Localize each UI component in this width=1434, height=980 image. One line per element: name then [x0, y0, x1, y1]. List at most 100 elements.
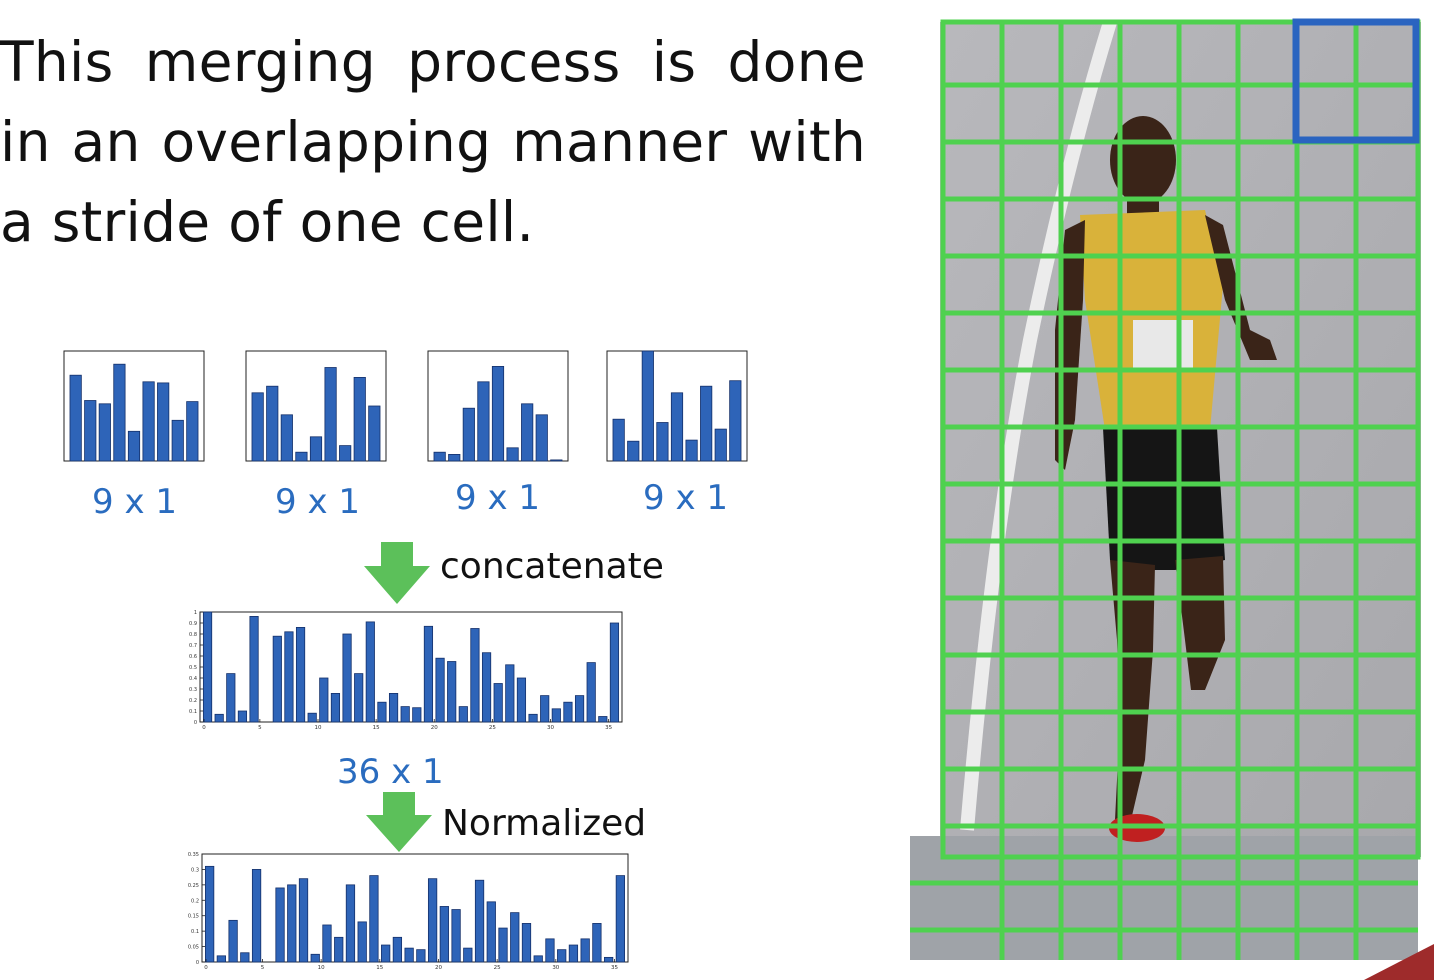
y-tick-label: 0.2	[189, 698, 197, 704]
bar	[157, 382, 170, 462]
bar	[451, 909, 461, 963]
bar	[550, 459, 563, 462]
bar	[400, 706, 410, 723]
x-tick-label: 0	[202, 725, 206, 731]
bar	[240, 952, 250, 963]
bar	[423, 625, 434, 723]
y-tick-label: 0.3	[191, 867, 199, 873]
bar	[266, 385, 279, 462]
bar	[142, 381, 155, 462]
y-tick-label: 0.4	[189, 676, 197, 682]
bar	[345, 884, 356, 963]
bar	[84, 400, 97, 462]
y-tick-label: 0.15	[188, 914, 199, 920]
bar	[310, 953, 320, 963]
y-tick-label: 0.2	[191, 898, 199, 904]
bar	[700, 385, 713, 462]
bar	[416, 949, 426, 963]
y-tick-label: 0	[196, 960, 199, 966]
block-highlight	[1292, 18, 1420, 144]
bar	[205, 865, 215, 963]
bar	[714, 428, 727, 462]
bar	[226, 673, 236, 723]
bar	[604, 956, 614, 963]
bar	[528, 713, 538, 723]
x-tick-label: 5	[258, 725, 262, 731]
bar	[127, 430, 141, 462]
bar	[334, 936, 344, 963]
bar	[295, 451, 308, 462]
y-tick-label: 0.25	[188, 883, 199, 889]
bar	[202, 611, 213, 723]
bar	[540, 695, 550, 723]
bar	[381, 944, 391, 963]
x-tick-label: 25	[489, 725, 496, 731]
lane-line	[960, 19, 1117, 831]
bar	[521, 403, 534, 462]
y-tick-label: 0.3	[189, 687, 197, 693]
bar	[685, 439, 698, 462]
bar	[427, 878, 438, 963]
bar	[433, 451, 446, 462]
bar	[535, 414, 548, 462]
concatenate-label: concatenate	[440, 546, 664, 587]
bar	[627, 440, 640, 462]
x-tick-label: 25	[494, 965, 501, 971]
bar	[510, 912, 520, 963]
bar	[491, 365, 505, 462]
bar	[463, 947, 473, 963]
bar	[113, 363, 126, 462]
bar	[251, 392, 264, 462]
bar	[586, 662, 596, 723]
normalized-histogram: 0 0.05 0.1 0.15 0.2 0.25 0.3 0.35 0 5 10 15 20 25 30 35	[188, 852, 629, 971]
bar	[365, 621, 375, 723]
bar	[392, 936, 403, 963]
hog-cell-grid	[910, 19, 1421, 960]
normalized-arrow-icon	[366, 792, 432, 852]
bar	[357, 921, 367, 963]
sprinter-photo-with-grid	[910, 18, 1421, 960]
x-tick-label: 10	[318, 965, 325, 971]
bar	[458, 706, 468, 723]
bar	[98, 403, 111, 462]
bar	[505, 664, 515, 723]
bar	[251, 869, 262, 963]
bar	[656, 422, 669, 462]
bar	[641, 350, 654, 462]
bar	[298, 878, 309, 963]
bar	[474, 879, 485, 963]
bar	[322, 924, 332, 963]
bar	[412, 707, 422, 723]
bar	[342, 633, 352, 723]
histogram-4	[606, 350, 748, 462]
histogram-1-label: 9 x 1	[92, 482, 177, 522]
bar	[295, 626, 306, 723]
headline-text: This merging process is done in an overl…	[0, 30, 866, 254]
bar	[568, 944, 579, 963]
runner-figure-icon	[1055, 116, 1277, 842]
bar	[307, 712, 317, 723]
bar	[498, 927, 508, 963]
bar	[353, 376, 366, 462]
bar	[448, 454, 461, 462]
y-tick-label: 0.1	[189, 709, 197, 715]
bar	[272, 635, 282, 723]
x-tick-label: 15	[376, 965, 383, 971]
bar	[574, 695, 585, 723]
bar	[563, 701, 573, 723]
y-tick-label: 0.1	[191, 929, 199, 935]
y-tick-label: 0.7	[189, 643, 197, 649]
chart-frame	[201, 853, 629, 963]
bar	[439, 906, 449, 963]
concatenated-dim-label: 36 x 1	[337, 752, 444, 792]
bar	[339, 445, 352, 462]
bar	[287, 884, 297, 963]
bar	[609, 622, 620, 723]
bar	[214, 713, 224, 723]
bar	[404, 947, 414, 963]
bar	[216, 955, 226, 963]
bar	[493, 683, 503, 723]
bar	[612, 418, 625, 462]
bar	[615, 875, 625, 963]
y-tick-label: 0.05	[188, 945, 199, 951]
